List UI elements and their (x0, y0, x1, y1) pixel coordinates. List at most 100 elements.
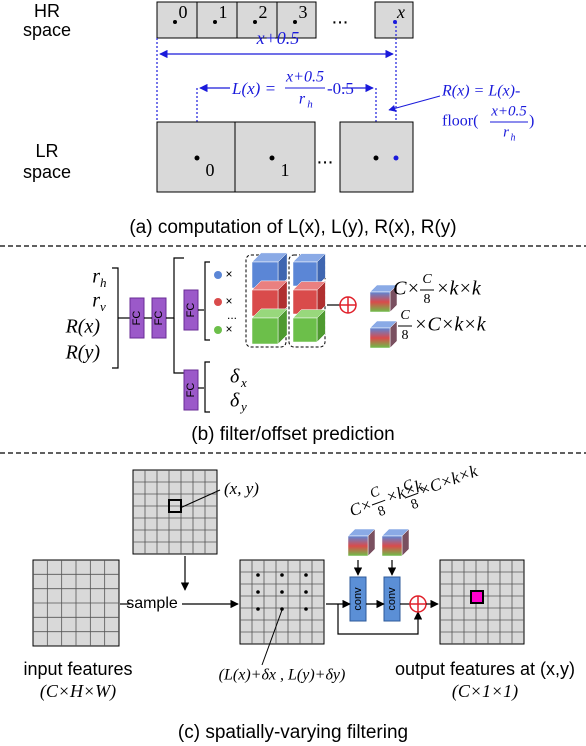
label: r (92, 290, 100, 312)
weight-dot (214, 326, 222, 334)
label: conv (352, 587, 364, 611)
label: -0.5 (327, 79, 354, 98)
feature-grid (239, 559, 325, 645)
label: 1 (219, 2, 228, 22)
path (166, 257, 184, 319)
path (173, 318, 184, 374)
label: 0 (179, 2, 188, 22)
hr-cell (196, 1, 238, 39)
dot (280, 607, 284, 611)
dot (373, 155, 379, 161)
label: × (225, 294, 232, 308)
label: space (23, 162, 71, 182)
dot (256, 590, 260, 594)
label: (C×1×1) (452, 681, 518, 702)
cube (251, 317, 279, 345)
line (261, 609, 283, 666)
label: C (368, 484, 383, 502)
label: ... (317, 146, 334, 168)
label: FC (153, 311, 165, 326)
line (388, 95, 441, 112)
label: × (225, 267, 232, 281)
label: R(y) (65, 342, 101, 364)
label: L(x) = (231, 79, 276, 98)
dot (304, 590, 308, 594)
label: r (92, 266, 100, 288)
label: 8 (409, 496, 421, 512)
label: R(x) = L(x)- (441, 83, 520, 100)
hr-cell (236, 1, 278, 39)
label: HR (34, 1, 60, 21)
line (179, 489, 221, 509)
cube (381, 535, 403, 557)
fraction-bar (404, 492, 419, 499)
label: (x, y) (224, 479, 259, 498)
hr-cell (276, 1, 317, 39)
label: FC (185, 383, 197, 398)
dot (293, 20, 297, 24)
dot (304, 573, 308, 577)
label: conv (386, 587, 398, 611)
path (112, 267, 119, 369)
dot (256, 607, 260, 611)
label: h (511, 132, 516, 143)
label: h (100, 275, 107, 290)
output-cell (470, 590, 484, 604)
dot (256, 573, 260, 577)
label: space (23, 20, 71, 40)
label: 1 (281, 160, 290, 180)
weight-dot (214, 298, 222, 306)
conv-layer (349, 576, 367, 622)
label: output features at (x,y) (395, 659, 575, 679)
weight-dot (214, 271, 222, 279)
caption: (b) filter/offset prediction (191, 424, 394, 445)
path (337, 604, 423, 635)
path (204, 261, 210, 341)
label: 3 (299, 2, 308, 22)
query-cell (168, 499, 182, 513)
label: x+0.5 (285, 69, 324, 86)
label: r (299, 91, 306, 108)
dot (280, 590, 284, 594)
label: C (400, 308, 410, 323)
caption: (a) computation of L(x), L(y), R(x), R(y… (129, 217, 456, 238)
label: input features (23, 659, 132, 679)
cube (292, 317, 318, 343)
lr-cell (234, 121, 316, 193)
label: R(x) (65, 316, 101, 338)
label: 8 (376, 503, 388, 519)
label: x+0.5 (256, 28, 300, 48)
label: (C×H×W) (40, 681, 116, 702)
label: FC (185, 303, 197, 318)
cube (369, 291, 391, 313)
label: LR (35, 141, 58, 161)
label: 2 (259, 2, 268, 22)
cube (369, 327, 391, 349)
path (204, 361, 210, 413)
label: x (240, 375, 247, 390)
label: x+0.5 (490, 103, 527, 119)
label: h (307, 99, 313, 111)
label: x (396, 2, 405, 22)
dot (213, 20, 217, 24)
dot (393, 155, 399, 161)
label: 8 (402, 328, 409, 343)
label: C× (393, 278, 420, 300)
label: FC (131, 311, 143, 326)
dot (269, 155, 275, 161)
label: δ (230, 390, 240, 412)
label: y (239, 399, 247, 414)
hr-cell (156, 1, 198, 39)
label: ×k×k (436, 278, 482, 300)
label: floor( (442, 113, 478, 130)
dot (304, 607, 308, 611)
conv-layer (383, 576, 401, 622)
label: × (225, 322, 232, 336)
label: r (503, 124, 509, 140)
fraction-bar (371, 499, 386, 506)
label: C× (347, 495, 375, 521)
label: ×C×k×k (416, 461, 480, 500)
fc-layer (183, 369, 199, 411)
label: ... (332, 6, 349, 28)
